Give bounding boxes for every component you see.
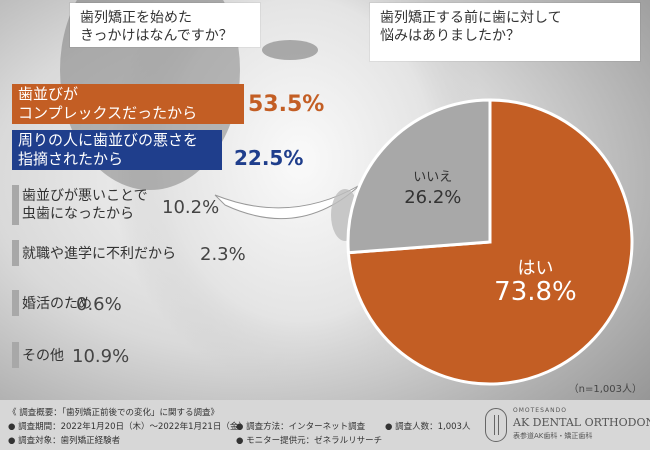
pie-slice-yes-value: 73.8%	[494, 277, 577, 307]
survey-title: 《 調査概要：「歯列矯正前後での変化」に関する調査》	[8, 408, 219, 418]
question-1-box: 歯列矯正を始めた きっかけはなんですか？	[70, 3, 260, 47]
pie-chart: はい 73.8% いいえ 26.2%	[346, 98, 634, 386]
bar-complex-label-line-1: 歯並びが	[18, 85, 79, 103]
bar-cavity-label: 歯並びが悪いことで 虫歯になったから	[22, 187, 148, 223]
bar-career: 就職や進学に不利だから 2.3%	[12, 240, 246, 266]
bar-cavity-value: 10.2%	[162, 197, 220, 218]
bar-other-value: 10.9%	[72, 346, 130, 367]
bar-pointed-out-label-line-1: 周りの人に歯並びの悪さを	[18, 131, 199, 149]
bar-other-label: その他	[22, 348, 64, 364]
bar-other-marker	[12, 342, 19, 368]
bar-complex: 歯並びが コンプレックスだったから 53.5%	[12, 84, 324, 124]
bar-pointed-out: 周りの人に歯並びの悪さを 指摘されたから 22.5%	[12, 130, 303, 170]
bar-marriage: 婚活のため 0.6%	[12, 290, 152, 316]
question-1-line-1: 歯列矯正を始めた	[80, 10, 192, 26]
question-2-line-1: 歯列矯正する前に歯に対して	[380, 10, 562, 26]
bar-complex-value: 53.5%	[248, 92, 325, 117]
question-2-line-2: 悩みはありましたか？	[380, 28, 520, 44]
bar-complex-label: 歯並びが コンプレックスだったから	[18, 85, 197, 123]
clinic-logo-name: AK DENTAL ORTHODONTICS	[513, 416, 650, 429]
pie-slice-no	[346, 98, 492, 255]
bar-career-label: 就職や進学に不利だから	[22, 246, 176, 262]
clinic-logo-area: OMOTESANDO	[513, 407, 567, 414]
bar-cavity-label-line-1: 歯並びが悪いことで	[22, 188, 148, 204]
bar-cavity: 歯並びが悪いことで 虫歯になったから 10.2%	[12, 185, 219, 225]
survey-target: ● 調査対象：歯列矯正経験者	[8, 436, 121, 446]
bar-pointed-out-label-line-2: 指摘されたから	[18, 150, 124, 168]
pie-slice-no-value: 26.2%	[404, 187, 461, 208]
bar-career-value: 2.3%	[200, 244, 246, 265]
bar-pointed-out-label: 周りの人に歯並びの悪さを 指摘されたから	[18, 131, 198, 169]
bar-cavity-marker	[12, 185, 19, 225]
bar-complex-label-line-2: コンプレックスだったから	[18, 104, 198, 122]
clinic-logo-japanese: 表参道AK歯科・矯正歯科	[513, 432, 593, 440]
bar-cavity-label-line-2: 虫歯になったから	[22, 206, 134, 222]
bar-marriage-marker	[12, 290, 19, 316]
bar-marriage-label: 婚活のため	[22, 296, 92, 312]
bar-career-marker	[12, 240, 19, 266]
clinic-logo-icon	[485, 408, 507, 442]
question-1-line-2: きっかけはなんですか？	[80, 28, 233, 44]
survey-footer: 《 調査概要：「歯列矯正前後での変化」に関する調査》 ● 調査期間：2022年1…	[0, 400, 650, 450]
bar-other: その他 10.9%	[12, 342, 152, 368]
survey-provider: ● モニター提供元：ゼネラルリサーチ	[236, 436, 383, 446]
pie-slice-no-label: いいえ	[413, 170, 452, 185]
bar-marriage-value: 0.6%	[76, 294, 122, 315]
survey-method: ● 調査方法：インターネット調査	[236, 422, 366, 432]
survey-period: ● 調査期間：2022年1月20日（木）～2022年1月21日（金）	[8, 422, 247, 432]
survey-people: ● 調査人数：1,003人	[385, 422, 471, 432]
bar-pointed-out-value: 22.5%	[234, 146, 304, 170]
pie-slice-yes-label: はい	[517, 258, 553, 279]
sample-size-note: （n=1,003人）	[568, 384, 642, 395]
question-2-box: 歯列矯正する前に歯に対して 悩みはありましたか？	[370, 3, 640, 61]
